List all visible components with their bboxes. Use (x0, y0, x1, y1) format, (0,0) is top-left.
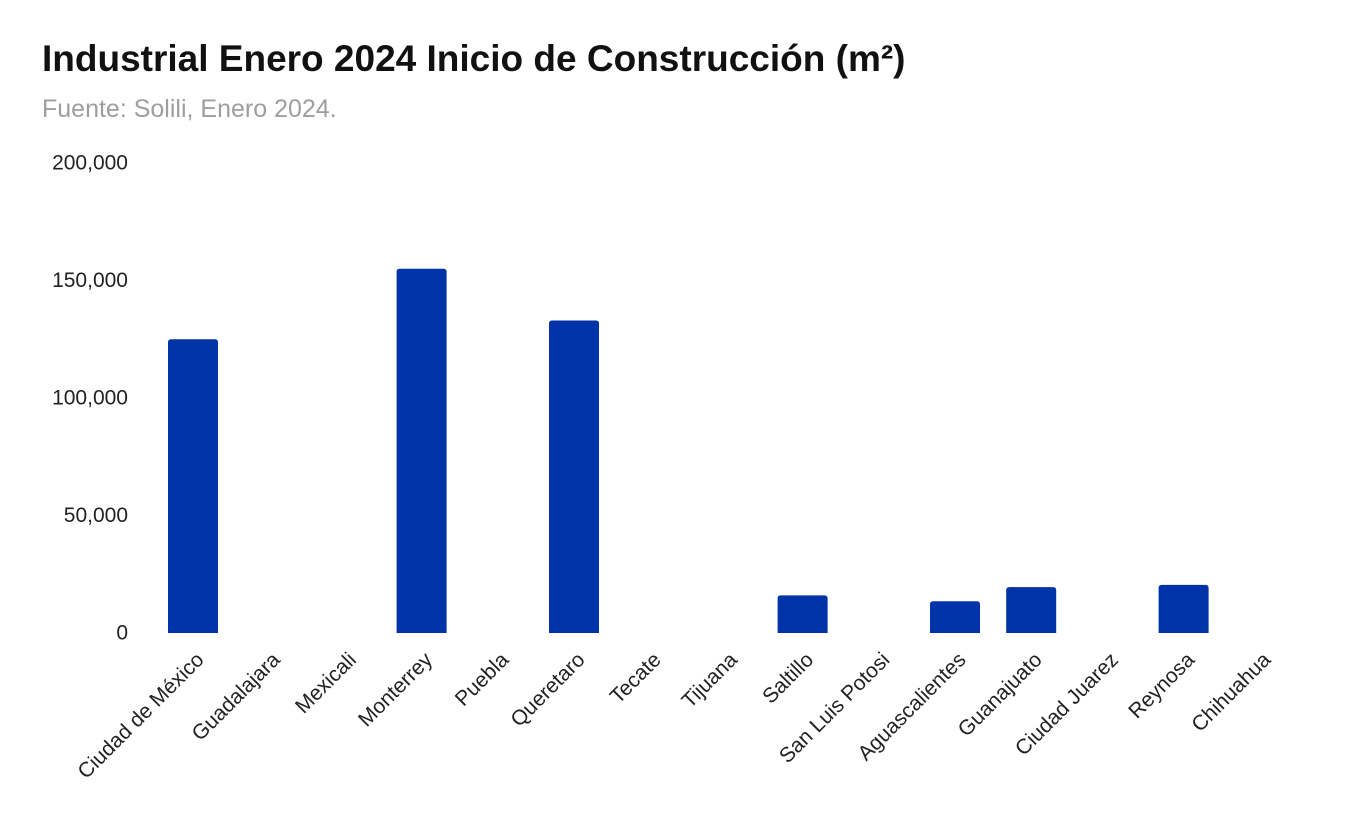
x-tick-label: Queretaro (506, 648, 589, 731)
bar-reynosa (1158, 584, 1209, 633)
y-tick-label: 200,000 (52, 152, 128, 175)
bar-series (168, 268, 1209, 633)
bar-aguascalientes (930, 601, 980, 633)
x-tick-label: Tijuana (678, 648, 743, 713)
bar-ciudad-de-m-xico (168, 339, 218, 633)
bar-saltillo (777, 595, 828, 633)
y-tick-label: 0 (116, 622, 128, 645)
x-tick-label: Tecate (606, 648, 666, 708)
x-tick-label: Ciudad de México (73, 648, 208, 783)
x-tick-label: Mexicali (291, 648, 361, 718)
chart-title: Industrial Enero 2024 Inicio de Construc… (42, 38, 906, 79)
chart-subtitle: Fuente: Solili, Enero 2024. (42, 95, 337, 123)
y-axis: 0 50,000 100,000 150,000 200,000 (52, 152, 128, 645)
y-tick-label: 150,000 (52, 269, 128, 292)
x-tick-label: Reynosa (1124, 648, 1199, 723)
y-tick-label: 100,000 (52, 387, 128, 410)
bar-queretaro (549, 320, 599, 633)
x-tick-label: Chihuahua (1187, 648, 1275, 736)
bar-monterrey (396, 268, 447, 633)
x-tick-label: Puebla (451, 648, 514, 711)
bar-guanajuato (1006, 587, 1057, 633)
y-tick-label: 50,000 (64, 504, 128, 527)
x-tick-label: Saltillo (758, 648, 818, 708)
x-tick-label: Monterrey (354, 648, 437, 731)
